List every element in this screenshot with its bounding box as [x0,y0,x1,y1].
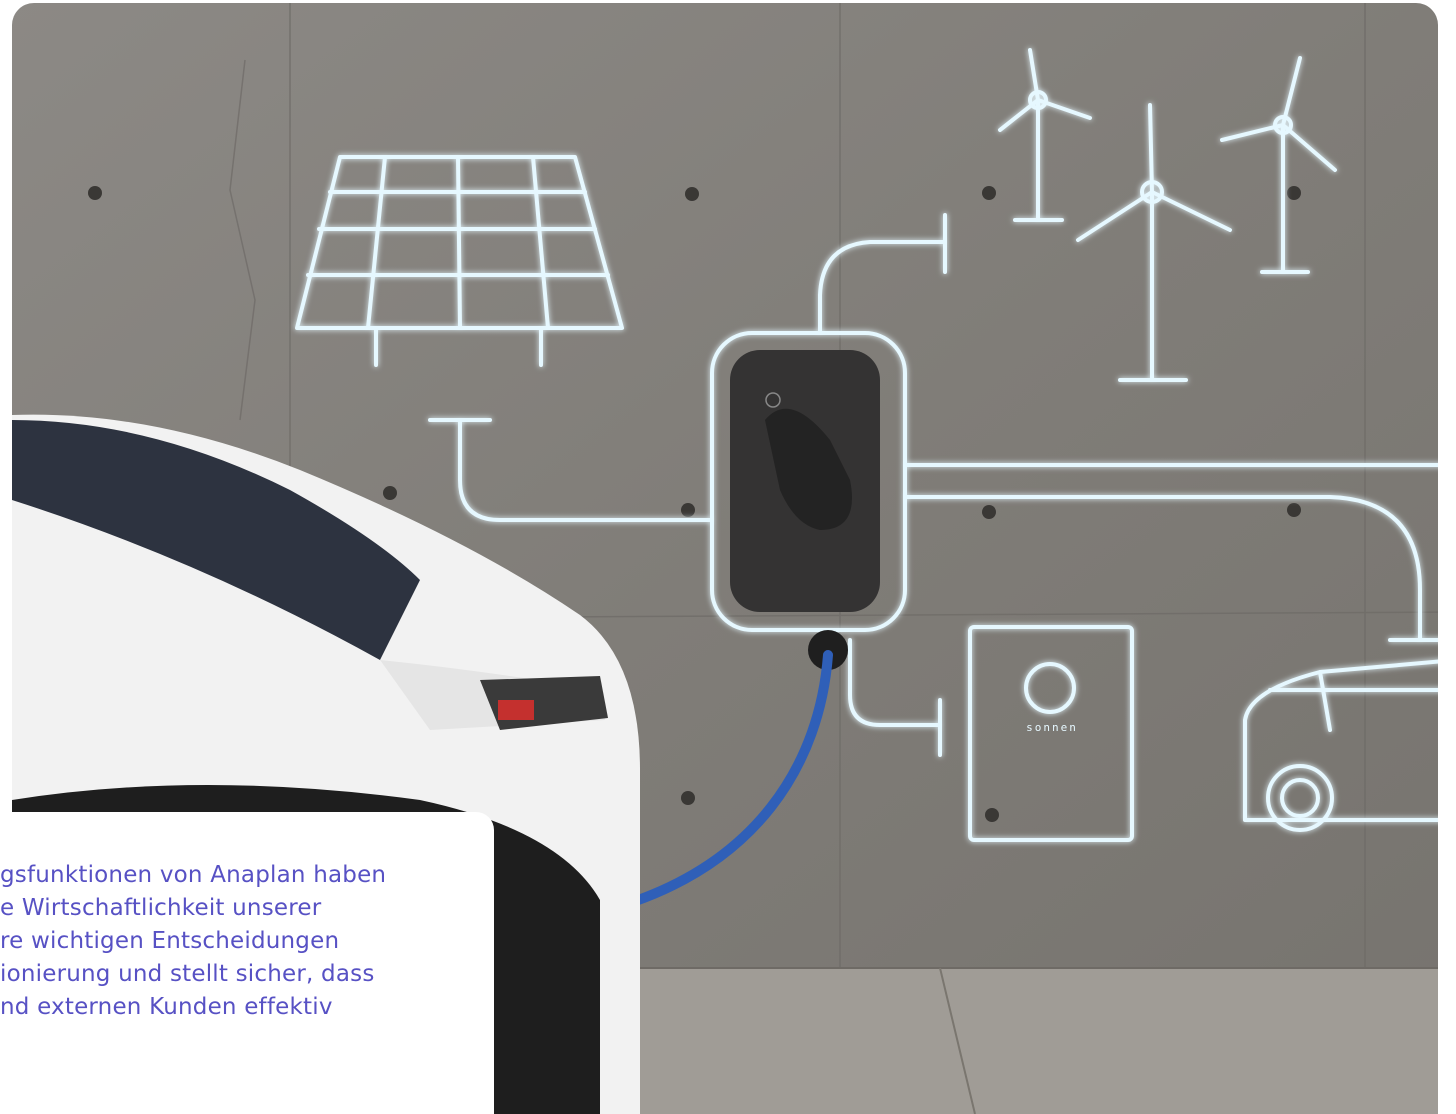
quote-line: ionierung und stellt sicher, dass [0,961,375,987]
page: sonnen gsfunktionen von Anaplan haben e … [0,0,1456,1114]
quote-line: gsfunktionen von Anaplan haben [0,862,386,888]
battery-label: sonnen [1026,721,1078,734]
quote-card: gsfunktionen von Anaplan haben e Wirtsch… [0,812,494,1114]
quote-line: re wichtigen Entscheidungen [0,928,339,954]
quote-line: e Wirtschaftlichkeit unserer [0,895,321,921]
quote-line: nd externen Kunden effektiv [0,994,333,1020]
